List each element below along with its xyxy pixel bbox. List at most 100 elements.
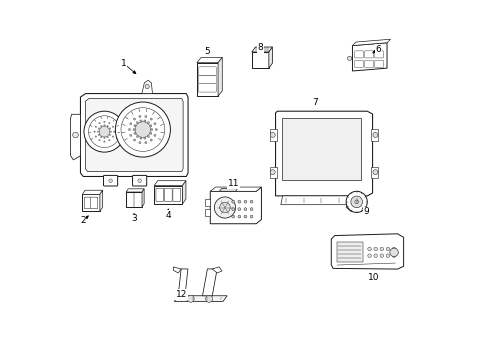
- Circle shape: [147, 122, 149, 124]
- Polygon shape: [269, 167, 277, 178]
- Circle shape: [354, 200, 358, 204]
- Polygon shape: [205, 209, 210, 216]
- Polygon shape: [142, 189, 144, 207]
- Polygon shape: [336, 242, 362, 262]
- Circle shape: [103, 121, 105, 122]
- Circle shape: [244, 200, 246, 203]
- Circle shape: [95, 126, 97, 127]
- Circle shape: [149, 132, 152, 134]
- Circle shape: [140, 137, 142, 139]
- Circle shape: [367, 247, 370, 251]
- FancyBboxPatch shape: [132, 175, 146, 186]
- Circle shape: [113, 131, 115, 132]
- Circle shape: [144, 116, 146, 117]
- Text: 5: 5: [204, 47, 210, 56]
- Circle shape: [391, 247, 395, 251]
- Polygon shape: [126, 189, 144, 192]
- Circle shape: [149, 125, 152, 127]
- Circle shape: [108, 122, 110, 124]
- Circle shape: [107, 136, 108, 138]
- Polygon shape: [210, 187, 261, 191]
- Polygon shape: [251, 47, 272, 52]
- Polygon shape: [352, 39, 390, 46]
- Circle shape: [94, 131, 95, 132]
- Text: 6: 6: [375, 45, 381, 54]
- FancyBboxPatch shape: [364, 60, 372, 67]
- Polygon shape: [154, 181, 185, 186]
- Circle shape: [379, 254, 383, 257]
- Circle shape: [143, 120, 145, 122]
- Circle shape: [386, 254, 389, 257]
- Circle shape: [373, 247, 377, 251]
- Polygon shape: [174, 296, 227, 301]
- Circle shape: [154, 123, 156, 125]
- Circle shape: [386, 247, 389, 251]
- FancyBboxPatch shape: [90, 197, 98, 209]
- Circle shape: [250, 215, 252, 218]
- Circle shape: [110, 131, 111, 132]
- Polygon shape: [219, 189, 237, 191]
- Polygon shape: [205, 199, 210, 206]
- FancyBboxPatch shape: [198, 75, 216, 84]
- FancyBboxPatch shape: [354, 51, 363, 58]
- Polygon shape: [126, 192, 142, 207]
- Circle shape: [372, 132, 377, 138]
- Circle shape: [231, 208, 234, 211]
- Circle shape: [108, 140, 110, 141]
- Circle shape: [270, 132, 275, 138]
- Circle shape: [150, 129, 152, 131]
- Text: 8: 8: [257, 43, 263, 52]
- FancyBboxPatch shape: [198, 84, 216, 92]
- Polygon shape: [82, 190, 102, 194]
- Circle shape: [88, 116, 120, 148]
- Circle shape: [101, 126, 102, 127]
- Circle shape: [372, 170, 377, 175]
- Circle shape: [101, 136, 102, 138]
- Circle shape: [150, 118, 152, 120]
- Circle shape: [107, 126, 108, 127]
- Circle shape: [139, 116, 141, 117]
- Text: 1: 1: [121, 59, 126, 68]
- Circle shape: [373, 254, 377, 257]
- Circle shape: [155, 129, 157, 131]
- Circle shape: [109, 179, 112, 183]
- Polygon shape: [210, 187, 261, 224]
- Circle shape: [238, 208, 240, 211]
- Polygon shape: [346, 200, 361, 212]
- Text: 4: 4: [165, 211, 171, 220]
- Polygon shape: [280, 196, 361, 205]
- Polygon shape: [218, 57, 222, 96]
- Circle shape: [99, 126, 109, 137]
- Circle shape: [389, 248, 398, 257]
- Circle shape: [244, 208, 246, 211]
- Circle shape: [73, 132, 78, 138]
- Circle shape: [238, 215, 240, 218]
- Text: 7: 7: [311, 98, 317, 107]
- Circle shape: [138, 179, 141, 183]
- Circle shape: [115, 102, 170, 157]
- Polygon shape: [81, 94, 188, 176]
- Circle shape: [134, 132, 136, 134]
- Polygon shape: [330, 234, 403, 269]
- Circle shape: [135, 122, 150, 137]
- Polygon shape: [202, 269, 217, 296]
- Text: 2: 2: [80, 216, 85, 225]
- Polygon shape: [182, 181, 185, 204]
- Text: 9: 9: [363, 207, 368, 216]
- FancyBboxPatch shape: [374, 60, 383, 67]
- Circle shape: [129, 134, 132, 136]
- Circle shape: [99, 122, 100, 124]
- Polygon shape: [70, 114, 81, 160]
- Circle shape: [145, 84, 149, 89]
- Circle shape: [250, 208, 252, 211]
- Polygon shape: [197, 63, 218, 96]
- Circle shape: [147, 135, 149, 138]
- Circle shape: [139, 141, 141, 144]
- Circle shape: [133, 118, 135, 120]
- Text: 3: 3: [131, 214, 137, 223]
- Polygon shape: [142, 80, 152, 94]
- Circle shape: [244, 215, 246, 218]
- Polygon shape: [352, 43, 386, 71]
- Circle shape: [133, 129, 135, 131]
- Circle shape: [140, 120, 142, 122]
